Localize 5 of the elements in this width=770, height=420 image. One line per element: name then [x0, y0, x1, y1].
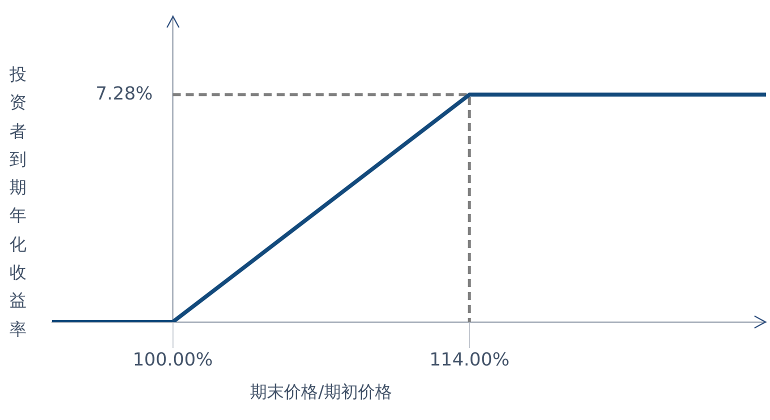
- annotation: 7.28%: [96, 83, 153, 104]
- x-tick-label: 114.00%: [429, 349, 510, 370]
- x-axis-title: 期末价格/期初价格: [250, 382, 392, 402]
- x-tick-label: 100.00%: [132, 349, 213, 370]
- text: 投资者到期年化收益率: [10, 65, 26, 340]
